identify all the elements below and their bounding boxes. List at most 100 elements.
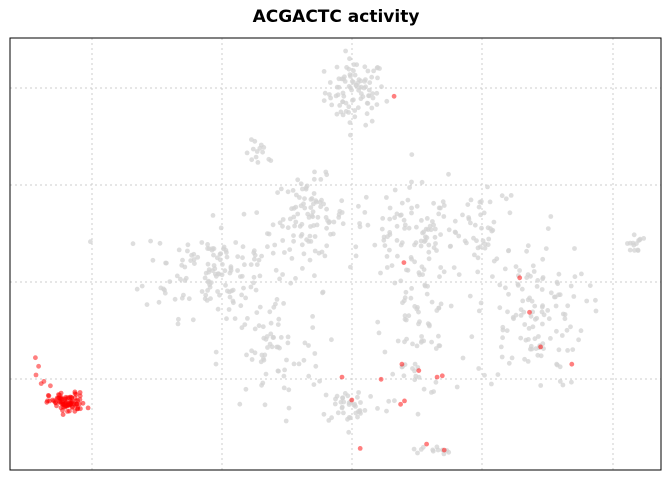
data-point [322,253,328,259]
data-point [426,242,432,248]
data-point [280,238,286,243]
data-point [238,303,244,309]
data-point [576,337,581,343]
data-point [524,275,530,280]
data-point [394,211,400,217]
data-point [252,256,257,262]
data-point [278,335,284,340]
data-point [540,256,546,262]
data-point [275,190,280,196]
data-point [313,363,319,369]
data-point [548,214,554,219]
data-point [192,261,197,266]
data-point [318,177,324,182]
data-point [273,267,279,273]
data-point [205,288,211,293]
data-point [569,379,574,385]
data-point [270,250,276,256]
data-point [462,238,468,244]
data-point [203,270,209,276]
data-point [416,321,421,327]
data-point [390,371,396,377]
data-point [413,240,419,246]
data-point [435,447,441,453]
data-point [414,343,420,349]
data-point [267,309,273,315]
data-point [375,65,380,70]
data-point [343,48,348,54]
data-point [538,383,544,388]
data-point [446,227,452,233]
data-point [281,301,286,306]
data-point [237,401,243,407]
data-point [232,316,238,321]
data-point [593,308,599,314]
data-point [277,220,283,226]
data-point [285,340,291,346]
data-point [488,226,493,232]
data-point [532,303,538,309]
data-point [503,285,508,291]
data-point [403,289,409,295]
data-point [426,322,432,328]
data-point [227,294,233,300]
data-point [540,275,546,280]
data-point [310,325,316,330]
data-point [414,203,420,209]
data-point [205,261,211,267]
data-point [301,201,306,207]
data-point [526,326,532,331]
data-point [312,248,318,254]
data-point [378,270,383,276]
data-point [375,406,380,411]
data-point [465,202,471,208]
data-point [278,186,284,192]
data-point [276,368,281,374]
data-point [362,408,368,413]
data-point [593,297,598,303]
data-point [411,446,417,452]
data-point [438,265,444,270]
data-point [420,272,425,277]
data-point [225,288,230,294]
data-point [307,257,313,263]
data-point [529,298,535,304]
data-point [441,214,447,219]
data-point [298,181,304,187]
data-point [506,291,511,297]
data-point [285,225,291,231]
data-point [226,307,232,312]
data-point [387,205,393,211]
data-point [280,217,286,222]
data-point [182,264,188,270]
data-point [530,324,536,330]
data-point [214,255,220,261]
data-point [553,303,559,309]
data-point [191,251,197,257]
data-point [412,259,417,265]
data-point [429,390,434,395]
data-point [405,267,411,273]
data-point [565,348,570,353]
highlight-point [517,275,523,281]
data-point [202,275,208,281]
data-point [285,334,291,340]
data-point [401,217,407,223]
data-point [429,299,435,305]
data-point [157,240,163,246]
data-point [478,244,483,250]
data-point [433,241,438,246]
data-point [347,56,352,62]
highlight-point [398,401,403,407]
data-point [363,84,368,90]
data-point [280,272,285,277]
data-point [539,309,545,315]
data-point [283,418,289,424]
data-point [440,199,446,205]
highlight-point [77,390,83,395]
data-point [452,218,458,224]
data-point [185,242,191,248]
data-point [489,381,494,387]
data-point [318,204,323,210]
data-point [421,229,427,235]
